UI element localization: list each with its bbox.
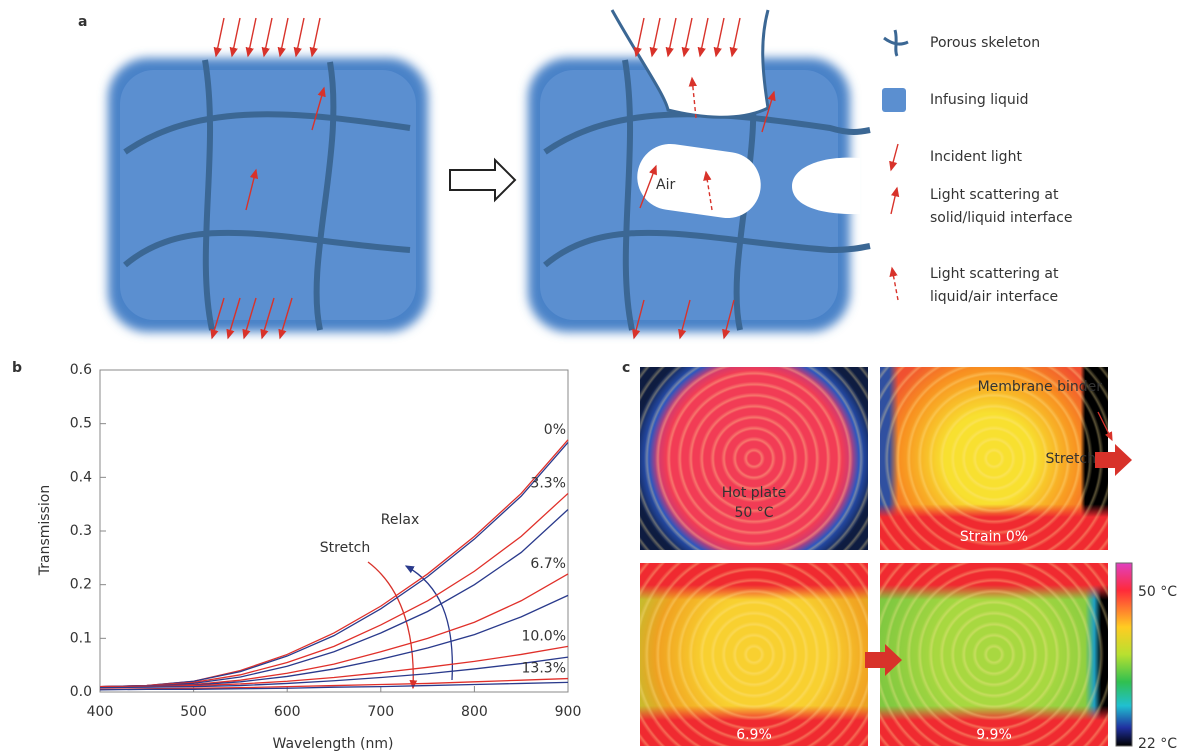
image-label: 9.9% bbox=[880, 727, 1108, 743]
legend-text: liquid/air interface bbox=[930, 289, 1058, 305]
y-tick-label: 0.5 bbox=[70, 416, 92, 432]
line bbox=[100, 510, 568, 687]
y-tick-label: 0.2 bbox=[70, 577, 92, 593]
transition-arrow bbox=[450, 160, 515, 200]
air-label: Air bbox=[656, 177, 675, 193]
panel-label: c bbox=[622, 360, 630, 376]
y-tick-label: 0.1 bbox=[70, 630, 92, 646]
colorbar bbox=[1116, 563, 1132, 746]
legend-text: solid/liquid interface bbox=[930, 210, 1072, 226]
image-label: Strain 0% bbox=[880, 529, 1108, 545]
line bbox=[100, 440, 568, 687]
thermal-image: 6.9% bbox=[640, 563, 868, 746]
image-label: 50 °C bbox=[640, 505, 868, 521]
x-tick-label: 700 bbox=[367, 704, 394, 720]
annotation: Stretch bbox=[320, 540, 371, 556]
plot-frame bbox=[100, 370, 568, 692]
y-tick-label: 0.6 bbox=[70, 362, 92, 378]
x-tick-label: 600 bbox=[274, 704, 301, 720]
curve-label: 13.3% bbox=[522, 661, 566, 677]
y-tick-label: 0.4 bbox=[70, 469, 92, 485]
thermal-image: 9.9% bbox=[880, 563, 1108, 746]
line bbox=[100, 442, 568, 686]
panel-label: a bbox=[78, 14, 87, 30]
legend-text: Light scattering at bbox=[930, 187, 1059, 203]
image-label: Hot plate bbox=[640, 485, 868, 501]
legend-text: Incident light bbox=[930, 149, 1022, 165]
thermal-image: Membrane binder Stretch Strain 0% bbox=[880, 367, 1108, 550]
curve-label: 6.7% bbox=[530, 556, 566, 572]
legend-text: Infusing liquid bbox=[930, 92, 1029, 108]
legend-text: Light scattering at bbox=[930, 266, 1059, 282]
colorbar-label: 50 °C bbox=[1138, 584, 1177, 600]
legend-text: Porous skeleton bbox=[930, 35, 1040, 51]
panel-label: b bbox=[12, 360, 22, 376]
y-axis-label: Transmission bbox=[37, 485, 53, 576]
y-tick-label: 0.0 bbox=[70, 684, 92, 700]
thermal-image: Hot plate 50 °C bbox=[640, 367, 868, 550]
line bbox=[100, 595, 568, 686]
x-tick-label: 400 bbox=[87, 704, 114, 720]
curve-label: 10.0% bbox=[522, 628, 566, 644]
curve-label: 0% bbox=[544, 422, 566, 438]
image-label: Membrane binder bbox=[978, 379, 1102, 395]
annotation: Relax bbox=[381, 512, 419, 528]
line bbox=[100, 574, 568, 687]
curve-label: 3.3% bbox=[530, 475, 566, 491]
image-label: 6.9% bbox=[640, 727, 868, 743]
x-tick-label: 900 bbox=[555, 704, 582, 720]
legend: Porous skeleton Infusing liquid Incident… bbox=[882, 30, 1072, 305]
x-tick-label: 800 bbox=[461, 704, 488, 720]
y-tick-label: 0.3 bbox=[70, 523, 92, 539]
colorbar-label: 22 °C bbox=[1138, 736, 1177, 752]
x-axis-label: Wavelength (nm) bbox=[273, 736, 394, 752]
liquid-block bbox=[108, 18, 428, 338]
image-label: Stretch bbox=[1046, 451, 1097, 467]
x-tick-label: 500 bbox=[180, 704, 207, 720]
liquid-block-air bbox=[528, 10, 870, 338]
figure: a Air Porous skeleton Infusing liquid In… bbox=[0, 0, 1186, 754]
